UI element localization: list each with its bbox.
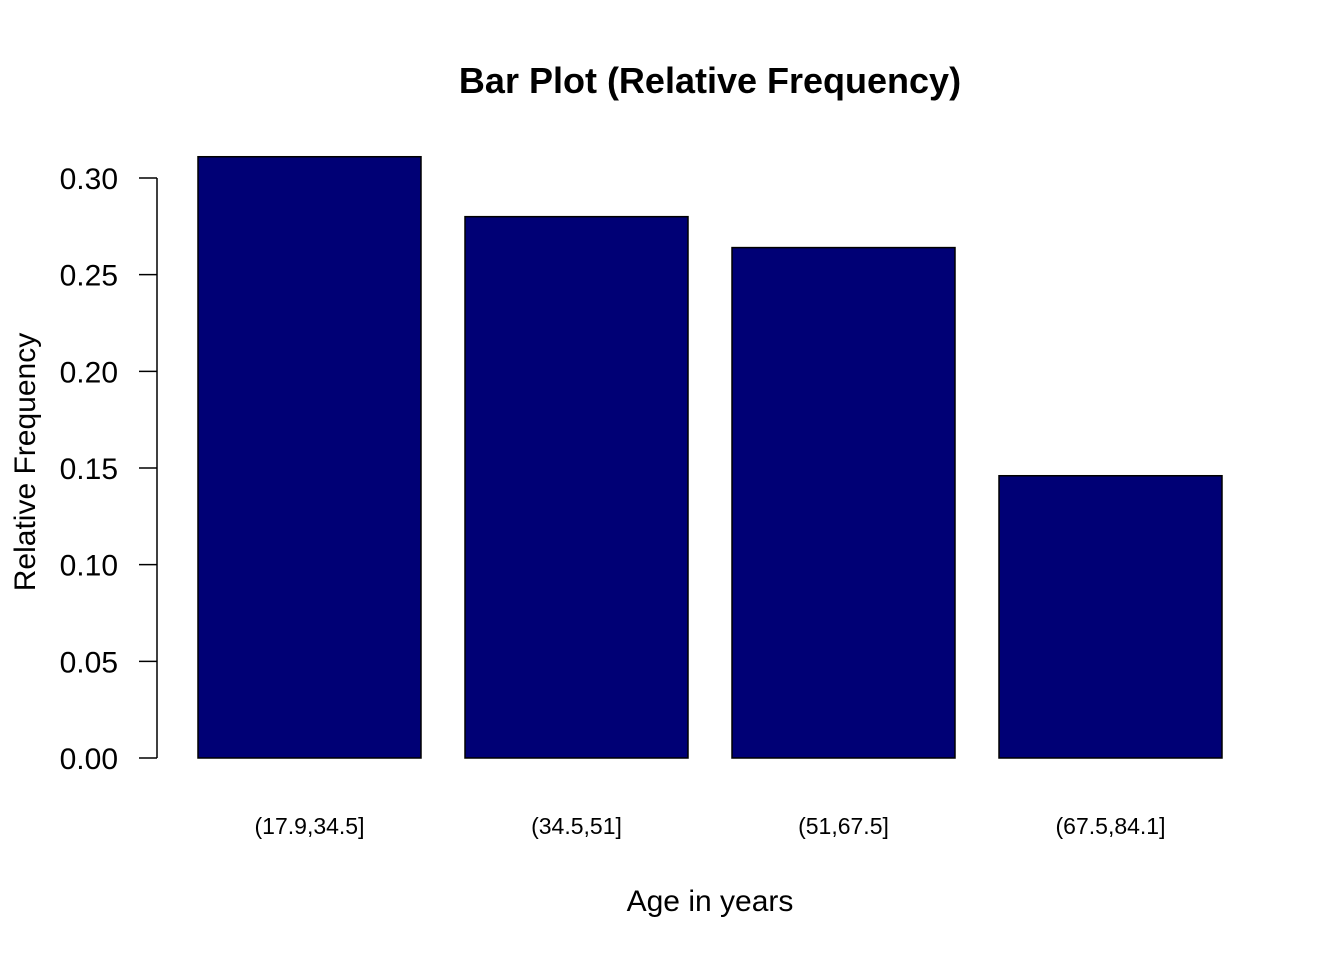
y-tick-label: 0.05 — [60, 646, 118, 679]
y-tick-label: 0.00 — [60, 743, 118, 776]
y-tick-label: 0.20 — [60, 356, 118, 389]
y-axis: 0.00 0.05 0.10 0.15 0.20 0.25 0.30 — [60, 163, 158, 776]
y-axis-label: Relative Frequency — [9, 333, 42, 591]
bar — [197, 155, 422, 759]
bars-group — [197, 155, 1223, 759]
y-tick-label: 0.25 — [60, 260, 118, 293]
bar — [998, 474, 1223, 759]
x-tick-label: (34.5,51] — [531, 813, 622, 839]
bar — [731, 246, 956, 759]
x-axis-label: Age in years — [627, 885, 794, 918]
bar — [464, 215, 689, 759]
chart-title: Bar Plot (Relative Frequency) — [459, 60, 961, 101]
y-tick-label: 0.15 — [60, 453, 118, 486]
x-tick-label: (17.9,34.5] — [255, 813, 365, 839]
x-tick-label: (51,67.5] — [798, 813, 889, 839]
x-tick-label: (67.5,84.1] — [1056, 813, 1166, 839]
y-tick-label: 0.30 — [60, 163, 118, 196]
y-tick-label: 0.10 — [60, 550, 118, 583]
x-category-labels: (17.9,34.5] (34.5,51] (51,67.5] (67.5,84.1] — [255, 813, 1166, 839]
